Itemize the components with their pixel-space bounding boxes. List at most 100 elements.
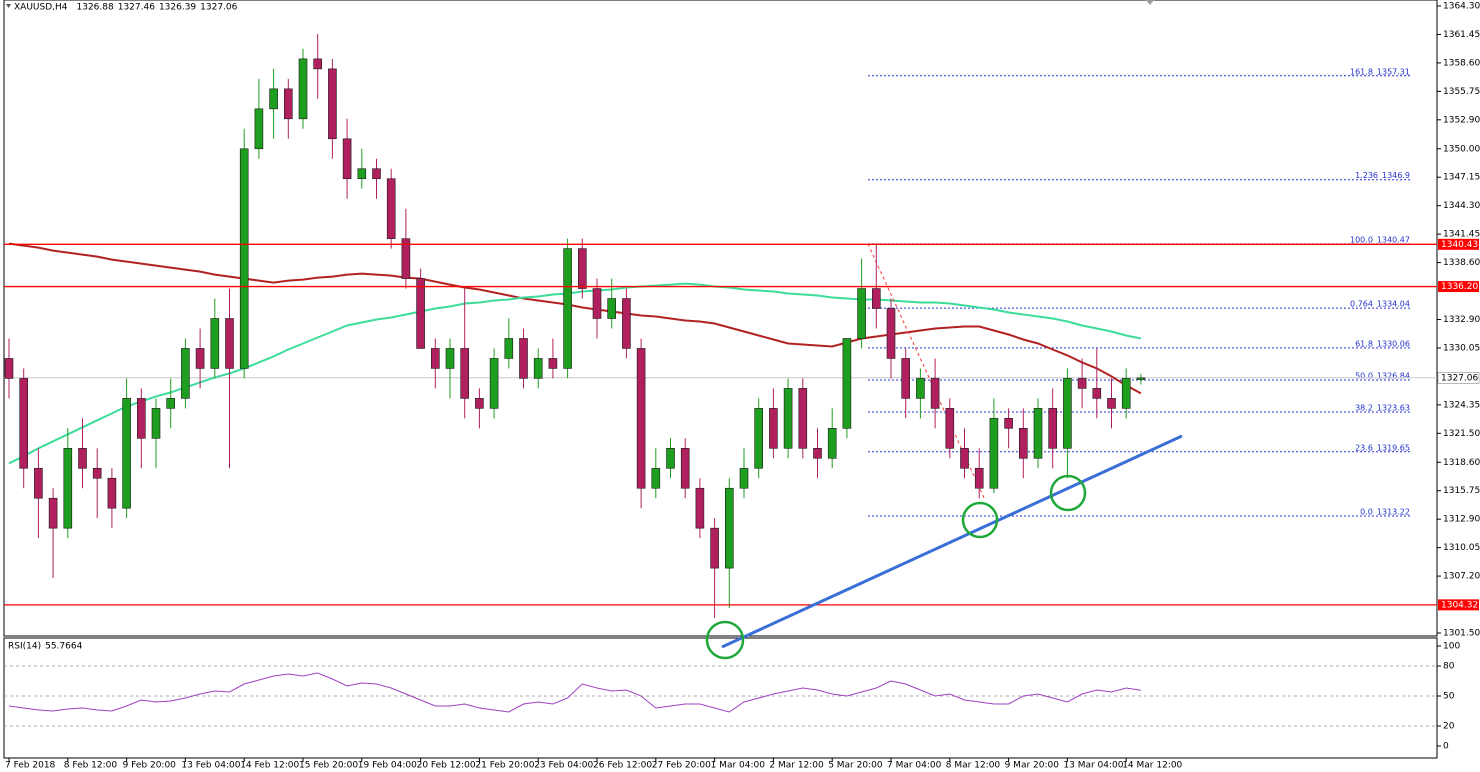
candle-body [666,447,675,469]
candle-body [283,88,293,120]
candle-body [577,248,587,289]
rsi-y-tick-label: 0 [1443,742,1449,752]
x-tick-label: 9 Feb 20:00 [123,761,177,771]
fib-price: 1340.47 [1377,235,1410,244]
y-tick-label: 1364.30 [1443,1,1480,11]
candle-body [181,348,190,399]
candle-body [19,378,29,469]
fib-ratio: 1.236 [1355,171,1378,180]
candle-body [1004,418,1013,429]
candle-body [636,348,646,489]
y-tick-label: 1338.60 [1443,258,1480,268]
candle-body [724,487,734,569]
candle-body [960,447,969,469]
candle-body [430,348,440,369]
header-price: 1326.88 [77,3,114,13]
candle-body [48,497,58,529]
moving-average [8,282,1142,465]
candle-body [1136,377,1146,380]
candle-body [916,378,925,399]
y-tick-label: 1332.90 [1443,315,1480,325]
candle-body [783,388,793,449]
candle-body [548,358,558,369]
candle-body [651,467,661,489]
candle-body [1048,408,1057,449]
y-tick-label: 1312.90 [1443,515,1480,525]
y-tick-label: 1344.30 [1443,201,1480,211]
current-price-box [1437,372,1480,384]
fib-ratio: 23.6 [1355,443,1373,452]
highlight-circle [705,620,745,660]
candle-body [34,467,43,499]
y-tick-label: 1355.75 [1443,87,1480,97]
x-tick-label: 14 Feb 12:00 [240,761,299,771]
candle-body [827,428,837,459]
candle-body [563,248,572,369]
candle-body [78,447,87,469]
candle-body [886,308,896,359]
rsi-y-tick-label: 50 [1443,692,1455,702]
y-tick-label: 1330.05 [1443,343,1480,353]
fib-ratio: 61.8 [1355,339,1373,348]
candle-body [4,358,14,379]
candle-body [1107,398,1116,409]
x-tick-label: 23 Feb 04:00 [534,761,593,771]
candle-body [989,418,999,489]
fib-price: 1323.63 [1377,404,1410,413]
fib-price: 1334.04 [1377,300,1410,309]
candle-body [372,168,381,180]
x-tick-label: 1 Mar 04:00 [711,761,766,771]
x-tick-label: 7 Feb 2018 [5,761,56,771]
candle-body [313,58,323,70]
candle-body [945,408,955,449]
y-tick-label: 1321.50 [1443,429,1480,439]
y-tick-label: 1307.20 [1443,572,1480,582]
candle-body [519,338,528,379]
x-tick-label: 2 Mar 12:00 [769,761,824,771]
fib-price: 1357.31 [1377,67,1410,76]
candle-body [92,467,102,479]
candle-body [460,348,470,399]
x-tick-label: 26 Feb 12:00 [593,761,652,771]
header-symbol: XAUUSD,H4 [14,3,68,13]
candle-body [710,527,719,569]
candle-body [475,398,484,409]
level-label-box [1438,238,1479,250]
candle-body [151,408,161,439]
candle-body [1121,378,1131,409]
x-tick-label: 8 Mar 12:00 [946,761,1001,771]
y-tick-label: 1358.60 [1443,58,1480,68]
candle-body [1018,428,1028,459]
chart-layer [4,33,1437,713]
fib-ratio: 100.0 [1350,235,1373,244]
fib-price: 1346.9 [1382,171,1410,180]
candle-body [122,398,131,509]
rsi-y-tick-label: 20 [1443,722,1455,732]
candle-body [137,398,146,439]
highlight-circle [961,501,999,539]
level-label: 1336.20 [1441,282,1478,292]
candle-body [166,398,175,409]
shift-marker [1146,0,1154,5]
candle-body [357,168,367,180]
level-label-box [1438,599,1479,611]
axis-layer: 1364.30 1361.45 1358.60 1355.75 1352.90 1350.… [5,1,1480,770]
rsi-line [8,672,1141,713]
candle-body [107,477,117,509]
candle-body [328,68,337,140]
rsi-panel [3,637,1438,759]
chart-layer: 1357.31 161.8 1346.9 1.236 1340.47 100.0 1334.… [4,67,1437,727]
candle-body [622,298,631,349]
candle-body [210,318,220,369]
fib-price: 1319.65 [1377,443,1410,452]
y-tick-label: 1350.00 [1443,144,1480,154]
fib-ratio: 50.0 [1355,372,1373,381]
candle-body [769,408,778,449]
candle-body [225,318,234,369]
candle-body [930,378,940,409]
candle-body [695,487,705,529]
candle-body [401,238,411,279]
candle-body [754,408,764,469]
candle-body [416,278,425,349]
